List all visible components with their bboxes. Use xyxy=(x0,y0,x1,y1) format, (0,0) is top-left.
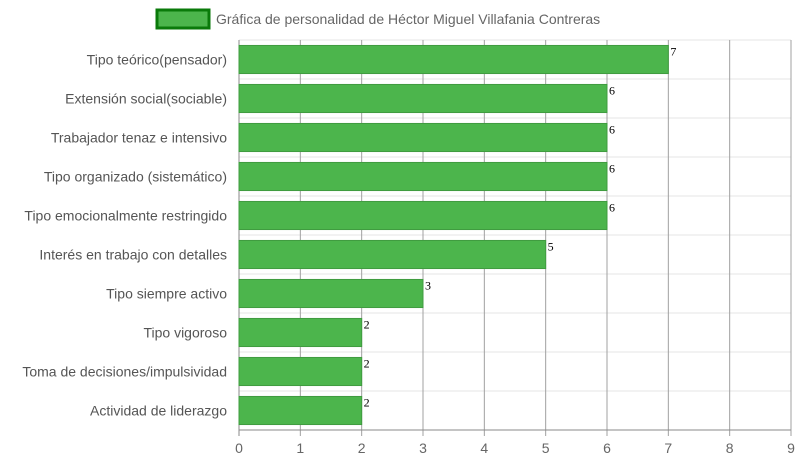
category-label: Interés en trabajo con detalles xyxy=(39,247,227,263)
legend-swatch xyxy=(155,8,211,30)
data-label: 6 xyxy=(609,201,615,215)
bar[interactable] xyxy=(238,200,608,231)
data-label: 6 xyxy=(609,84,615,98)
x-tick-label: 4 xyxy=(480,440,488,456)
bar[interactable] xyxy=(238,278,424,309)
category-label: Tipo vigoroso xyxy=(143,325,227,341)
bar[interactable] xyxy=(238,44,669,75)
category-label: Actividad de liderazgo xyxy=(90,403,227,419)
x-tick-label: 9 xyxy=(787,440,795,456)
data-label: 5 xyxy=(548,240,554,254)
category-label: Extensión social(sociable) xyxy=(65,91,227,107)
bar[interactable] xyxy=(238,395,363,426)
category-label: Toma de decisiones/impulsividad xyxy=(22,364,227,380)
category-label: Tipo siempre activo xyxy=(106,286,227,302)
x-tick-label: 3 xyxy=(419,440,427,456)
data-label: 2 xyxy=(364,318,370,332)
data-label: 7 xyxy=(670,45,676,59)
bar[interactable] xyxy=(238,83,608,114)
category-label: Tipo teórico(pensador) xyxy=(87,52,227,68)
legend-label: Gráfica de personalidad de Héctor Miguel… xyxy=(216,11,600,27)
bar[interactable] xyxy=(238,122,608,153)
x-tick-label: 1 xyxy=(296,440,304,456)
bars xyxy=(238,44,669,426)
x-tick-label: 6 xyxy=(603,440,611,456)
x-tick-label: 7 xyxy=(664,440,672,456)
x-axis-ticks: 0 1 2 3 4 5 6 7 8 9 xyxy=(235,440,795,456)
x-tick-label: 8 xyxy=(726,440,734,456)
category-label: Tipo organizado (sistemático) xyxy=(44,169,227,185)
category-label: Tipo emocionalmente restringido xyxy=(24,208,227,224)
chart-legend[interactable]: Gráfica de personalidad de Héctor Miguel… xyxy=(155,8,600,30)
bar[interactable] xyxy=(238,356,363,387)
data-label: 3 xyxy=(425,279,431,293)
bar[interactable] xyxy=(238,161,608,192)
data-labels: 7 6 6 6 6 5 3 2 2 2 xyxy=(364,45,677,410)
data-label: 6 xyxy=(609,162,615,176)
category-labels: Tipo teórico(pensador) Extensión social(s… xyxy=(22,52,227,419)
bar[interactable] xyxy=(238,239,547,270)
bar[interactable] xyxy=(238,317,363,348)
data-label: 2 xyxy=(364,396,370,410)
x-tick-label: 2 xyxy=(358,440,366,456)
x-tick-label: 0 xyxy=(235,440,243,456)
x-tick-label: 5 xyxy=(542,440,550,456)
data-label: 2 xyxy=(364,357,370,371)
category-label: Trabajador tenaz e intensivo xyxy=(51,130,227,146)
data-label: 6 xyxy=(609,123,615,137)
